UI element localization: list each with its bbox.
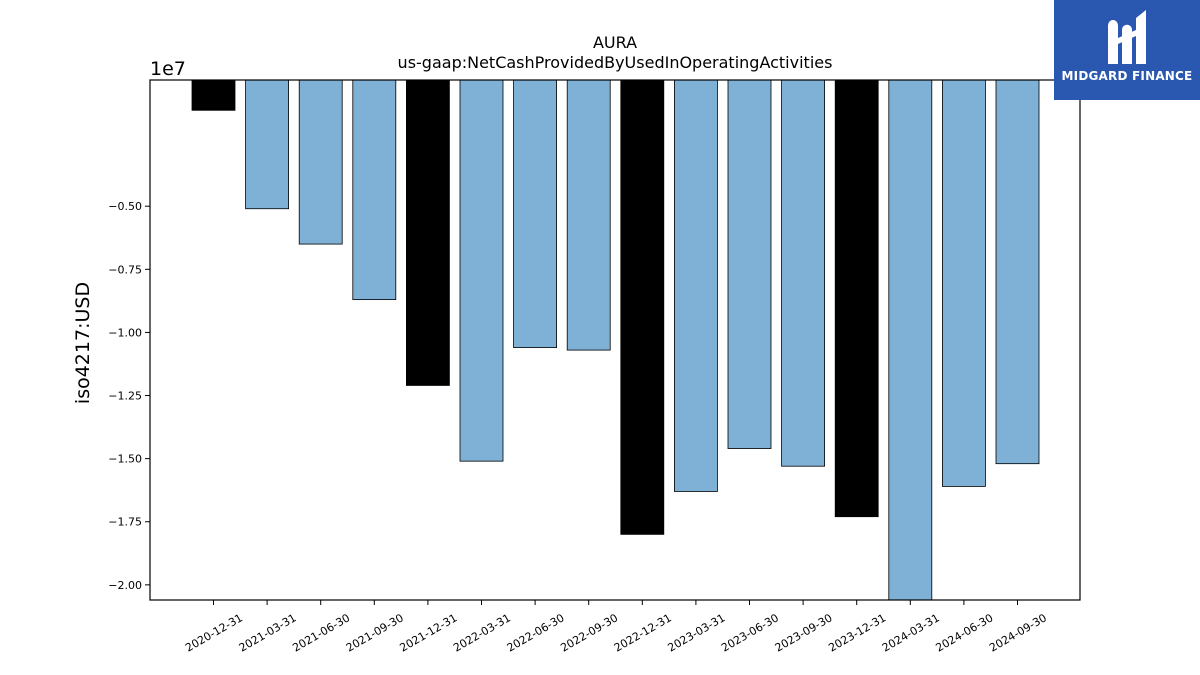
y-tick-label: −0.50	[108, 200, 142, 213]
bar-2023-09-30	[781, 79, 825, 467]
y-tick-label: −0.75	[108, 263, 142, 276]
y-tick-label: −1.75	[108, 516, 142, 529]
bar-2024-06-30	[942, 79, 986, 487]
x-tick-label: 2022-03-31	[451, 611, 513, 654]
y-tick-label: −1.50	[108, 453, 142, 466]
x-tick-label: 2023-06-30	[719, 611, 781, 654]
x-tick-label: 2021-06-30	[290, 611, 352, 654]
chart-title: AURA	[593, 33, 637, 52]
bar-2022-12-31	[620, 79, 665, 535]
bar-2023-06-30	[727, 79, 772, 449]
plot-frame	[149, 79, 1081, 601]
bar-2023-03-31	[674, 79, 718, 492]
x-tick-label: 2023-12-31	[826, 611, 888, 654]
x-tick-label: 2022-06-30	[505, 611, 567, 654]
bar-2024-09-30	[995, 79, 1040, 465]
x-tick-label: 2024-09-30	[987, 611, 1049, 654]
x-tick-label: 2024-06-30	[934, 611, 996, 654]
bar-2022-03-31	[459, 79, 504, 462]
x-tick-label: 2021-09-30	[344, 611, 406, 654]
midgard-logo-icon	[1108, 10, 1146, 64]
logo-text: MIDGARD FINANCE	[1061, 69, 1193, 83]
x-tick-label: 2023-09-30	[773, 611, 835, 654]
y-tick-label: −2.00	[108, 579, 142, 592]
bar-2020-12-31	[191, 79, 236, 111]
bar-2022-09-30	[566, 79, 611, 351]
bar-2021-06-30	[298, 79, 343, 245]
bar-2021-09-30	[352, 79, 397, 301]
x-axis-ticks: 2020-12-312021-03-312021-06-302021-09-30…	[183, 600, 1049, 655]
y-axis-label: iso4217:USD	[72, 282, 94, 404]
bars-group	[191, 79, 1040, 601]
y-axis-ticks: −0.50 −0.75 −1.00 −1.25 −1.50 −1.75 −2.00	[108, 200, 150, 592]
x-tick-label: 2023-03-31	[666, 611, 728, 654]
x-tick-label: 2020-12-31	[183, 611, 245, 654]
bar-2021-12-31	[405, 79, 450, 386]
bar-2023-12-31	[834, 79, 879, 518]
x-tick-label: 2021-03-31	[237, 611, 299, 654]
bar-2021-03-31	[245, 79, 290, 210]
bar-2024-03-31	[888, 79, 933, 601]
x-tick-label: 2022-09-30	[558, 611, 620, 654]
axis-offset-label: 1e7	[150, 58, 186, 80]
x-tick-label: 2021-12-31	[398, 611, 460, 654]
y-tick-label: −1.25	[108, 390, 142, 403]
y-tick-label: −1.00	[108, 326, 142, 339]
bar-2022-06-30	[513, 79, 557, 348]
x-tick-label: 2022-12-31	[612, 611, 674, 654]
x-tick-label: 2024-03-31	[880, 611, 942, 654]
chart-subtitle: us-gaap:NetCashProvidedByUsedInOperating…	[398, 53, 833, 72]
midgard-finance-logo: MIDGARD FINANCE	[1054, 0, 1200, 100]
